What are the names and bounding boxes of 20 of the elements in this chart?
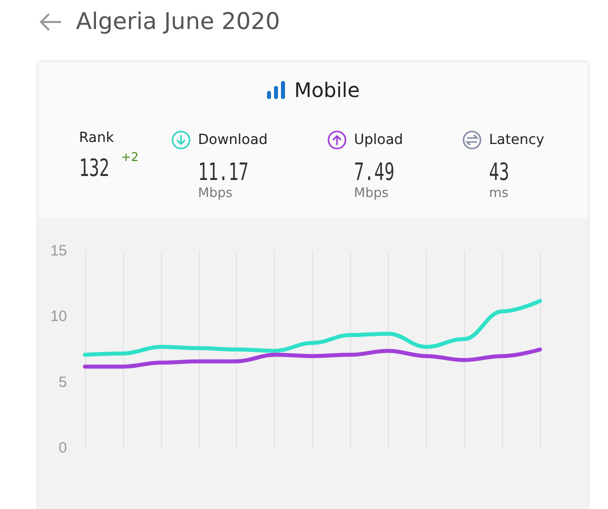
chart-subtitle: Mobile [294, 78, 360, 102]
text: 43 [489, 158, 510, 186]
text: Mbps [354, 186, 390, 201]
text: Rank [79, 130, 114, 146]
line-series [83, 298, 542, 357]
y-tick-label: 10 [50, 308, 67, 326]
text: Latency [489, 132, 544, 148]
chart-title: Algeria June 2020 [76, 9, 280, 35]
text: ms [489, 186, 510, 201]
text: 11.17 [198, 158, 249, 186]
text: 132 [79, 154, 110, 182]
text: Download [198, 132, 268, 148]
line-series [83, 348, 542, 369]
text: 7.49 [354, 158, 394, 186]
text: +2 [121, 150, 139, 164]
text: Upload [354, 132, 404, 148]
y-tick-label: 15 [50, 242, 67, 260]
y-tick-label: 5 [58, 374, 67, 391]
y-tick-label: 0 [58, 440, 67, 456]
text: Mbps [198, 186, 234, 201]
